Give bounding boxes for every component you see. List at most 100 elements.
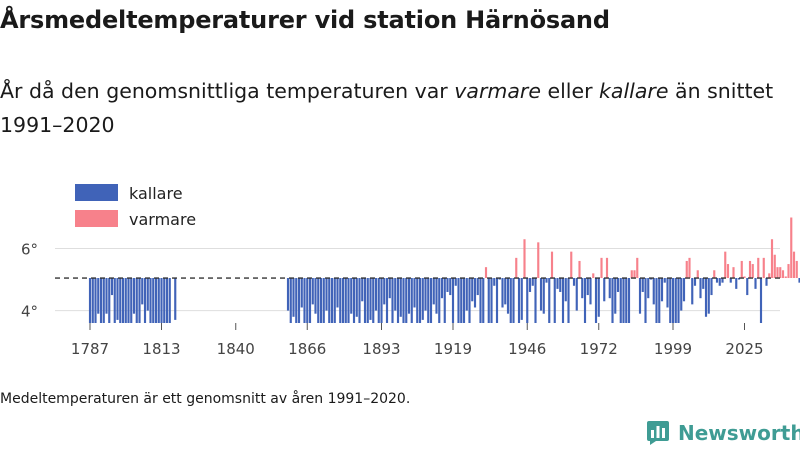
newsworthy-chart-icon [647, 421, 669, 445]
bar-1879 [341, 278, 345, 323]
bar-2034 [768, 273, 771, 279]
bar-2028 [751, 264, 754, 279]
bar-1928 [476, 278, 479, 296]
bar-1992 [652, 278, 655, 305]
bar-2005 [688, 257, 691, 279]
bar-1790 [97, 278, 100, 314]
bar-1894 [383, 278, 386, 305]
bar-1972 [597, 278, 600, 317]
y-tick-label: 4° [21, 303, 38, 321]
bar-1889 [369, 278, 372, 320]
bar-2015 [715, 278, 719, 283]
bar-1960 [564, 278, 567, 302]
bar-1898 [394, 278, 397, 311]
bar-2016 [718, 278, 721, 286]
bar-1929 [479, 278, 482, 323]
bar-1910 [427, 278, 430, 323]
bar-1872 [322, 278, 325, 323]
bar-1796 [113, 278, 116, 323]
legend-label-colder: kallare [129, 184, 183, 203]
bar-1874 [328, 278, 331, 323]
x-tick-label: 1813 [142, 340, 180, 358]
bar-1811 [154, 278, 158, 323]
bar-1947 [528, 278, 532, 292]
bar-1813 [160, 278, 163, 323]
x-tick-label: 1787 [71, 340, 109, 358]
bar-1983 [627, 278, 631, 323]
bar-1941 [512, 278, 515, 323]
bar-2013 [710, 278, 713, 296]
bar-1953 [545, 278, 548, 283]
bar-1935 [495, 278, 499, 323]
bar-1975 [605, 257, 609, 279]
bar-2001 [677, 278, 680, 323]
x-tick-label: 1840 [217, 340, 255, 358]
bar-1881 [347, 278, 350, 323]
bar-1805 [138, 278, 141, 323]
bar-2000 [674, 278, 677, 323]
x-tick-label: 1999 [654, 340, 692, 358]
bar-1801 [127, 278, 130, 323]
bar-1886 [361, 278, 364, 302]
bar-1997 [666, 278, 669, 308]
bar-1864 [300, 278, 303, 308]
bar-1804 [135, 278, 138, 323]
legend: kallare varmare [75, 184, 196, 229]
bar-2022 [735, 278, 738, 289]
bar-1970 [592, 273, 595, 279]
bar-1968 [586, 278, 589, 296]
bar-1890 [372, 278, 375, 323]
bar-1876 [333, 278, 336, 323]
bar-2036 [773, 254, 776, 279]
bar-1888 [366, 278, 369, 323]
bar-2009 [699, 278, 702, 299]
brand-name: Newsworthy [678, 421, 800, 445]
bar-2033 [765, 278, 768, 286]
bar-1980 [619, 278, 622, 323]
bar-1878 [339, 278, 342, 323]
bar-1958 [559, 278, 562, 292]
bar-1987 [638, 278, 642, 314]
legend-swatch-warmer [75, 210, 118, 227]
bar-1976 [608, 278, 611, 299]
bar-1946 [526, 278, 529, 323]
subtitle-emphasis-warmer: varmare [454, 79, 541, 103]
bar-1942 [515, 257, 518, 279]
bar-1868 [311, 278, 314, 305]
bar-2045 [798, 278, 800, 283]
temperature-bar-chart: 4° 6° 1787 1813 1840 1866 1893 1919 1946 1972 199… [21, 184, 800, 358]
bar-2027 [748, 260, 752, 279]
bars [88, 217, 800, 323]
bar-1949 [534, 278, 537, 323]
bar-1808 [146, 278, 149, 311]
y-tick-label: 6° [21, 241, 38, 259]
bar-1893 [380, 278, 383, 323]
bar-2007 [693, 278, 697, 286]
x-tick-label: 2025 [725, 340, 763, 358]
bar-1986 [636, 257, 639, 279]
x-tick-label: 1893 [362, 340, 400, 358]
bar-2019 [726, 264, 730, 279]
bar-1797 [116, 278, 119, 320]
bar-1906 [416, 278, 419, 323]
bar-1795 [110, 278, 114, 296]
bar-1914 [438, 278, 441, 323]
bar-1950 [537, 242, 540, 279]
bar-1961 [567, 278, 570, 323]
bar-1921 [457, 278, 460, 323]
bar-1922 [460, 278, 463, 323]
bar-1951 [539, 278, 543, 311]
bar-2014 [713, 270, 716, 279]
bar-1788 [91, 278, 94, 323]
bar-2042 [790, 217, 793, 279]
bar-1954 [548, 278, 551, 323]
bar-1952 [542, 278, 545, 314]
bar-1999 [671, 278, 675, 323]
bar-1880 [344, 278, 347, 323]
bar-1930 [482, 278, 485, 323]
x-tick-label: 1866 [288, 340, 326, 358]
bar-1998 [669, 278, 672, 323]
bar-2021 [732, 267, 735, 279]
bar-1887 [363, 278, 367, 323]
bar-1911 [429, 278, 433, 323]
